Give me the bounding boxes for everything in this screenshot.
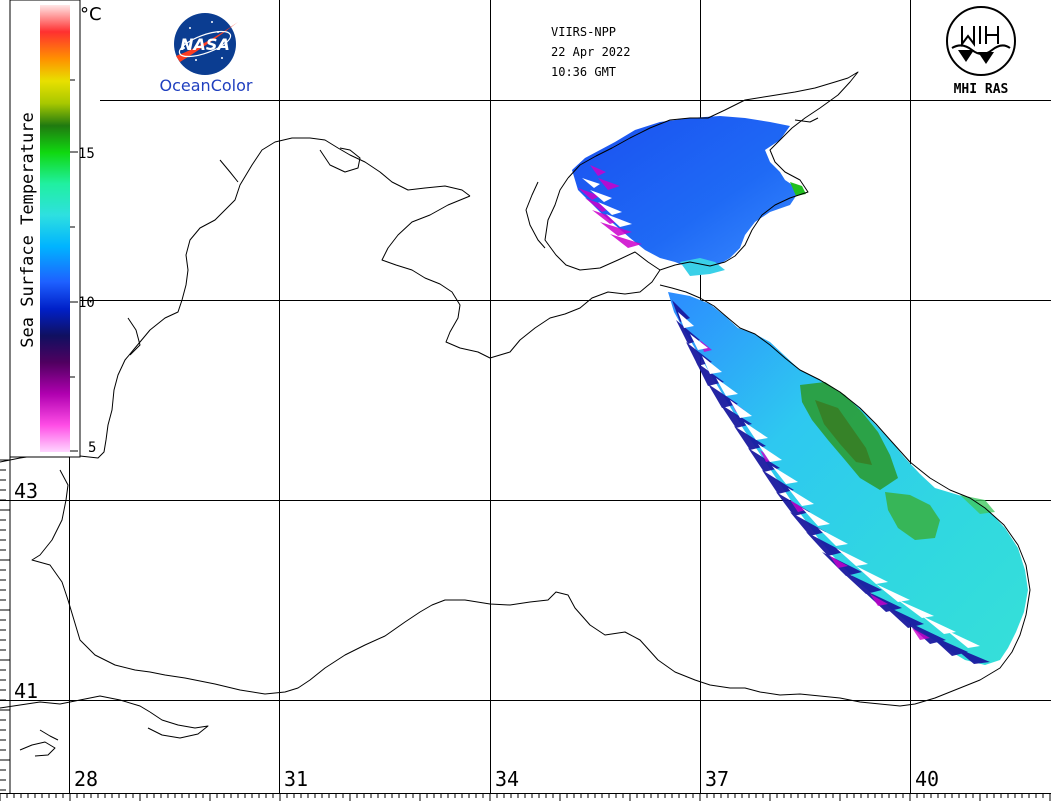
mhi-ras-logo: MHI RAS <box>946 6 1016 97</box>
lat-label-41: 41 <box>14 679 38 703</box>
longitude-ruler <box>0 793 1051 801</box>
acquisition-time: 10:36 GMT <box>551 65 616 79</box>
grid-labels: 43 41 28 31 34 37 40 <box>14 479 939 791</box>
colorbar-unit: °C <box>80 4 102 25</box>
sst-azov <box>572 116 806 276</box>
colorbar: °C 15 10 5 Sea Surface Temperature <box>9 0 102 458</box>
acquisition-date: 22 Apr 2022 <box>551 45 630 59</box>
satellite-name: VIIRS-NPP <box>551 25 616 39</box>
lon-label-28: 28 <box>74 767 98 791</box>
nasa-wordmark: NASA <box>180 35 230 54</box>
sst-eastern-sea <box>668 292 1028 665</box>
lon-label-34: 34 <box>495 767 519 791</box>
colorbar-tick-15: 15 <box>78 146 95 162</box>
latitude-ruler <box>0 457 11 793</box>
nasa-oceancolor-logo: NASA OceanColor <box>160 13 253 95</box>
colorbar-tick-10: 10 <box>78 295 95 311</box>
lon-label-40: 40 <box>915 767 939 791</box>
header: VIIRS-NPP 22 Apr 2022 10:36 GMT <box>551 25 630 79</box>
coastline <box>0 71 1031 757</box>
mhi-wordmark: MHI RAS <box>954 82 1009 97</box>
lon-label-31: 31 <box>284 767 308 791</box>
oceancolor-wordmark: OceanColor <box>160 76 253 95</box>
colorbar-title: Sea Surface Temperature <box>18 112 38 347</box>
colorbar-tick-5: 5 <box>88 440 96 456</box>
colorbar-gradient <box>40 5 70 452</box>
lat-label-43: 43 <box>14 479 38 503</box>
lon-label-37: 37 <box>705 767 729 791</box>
